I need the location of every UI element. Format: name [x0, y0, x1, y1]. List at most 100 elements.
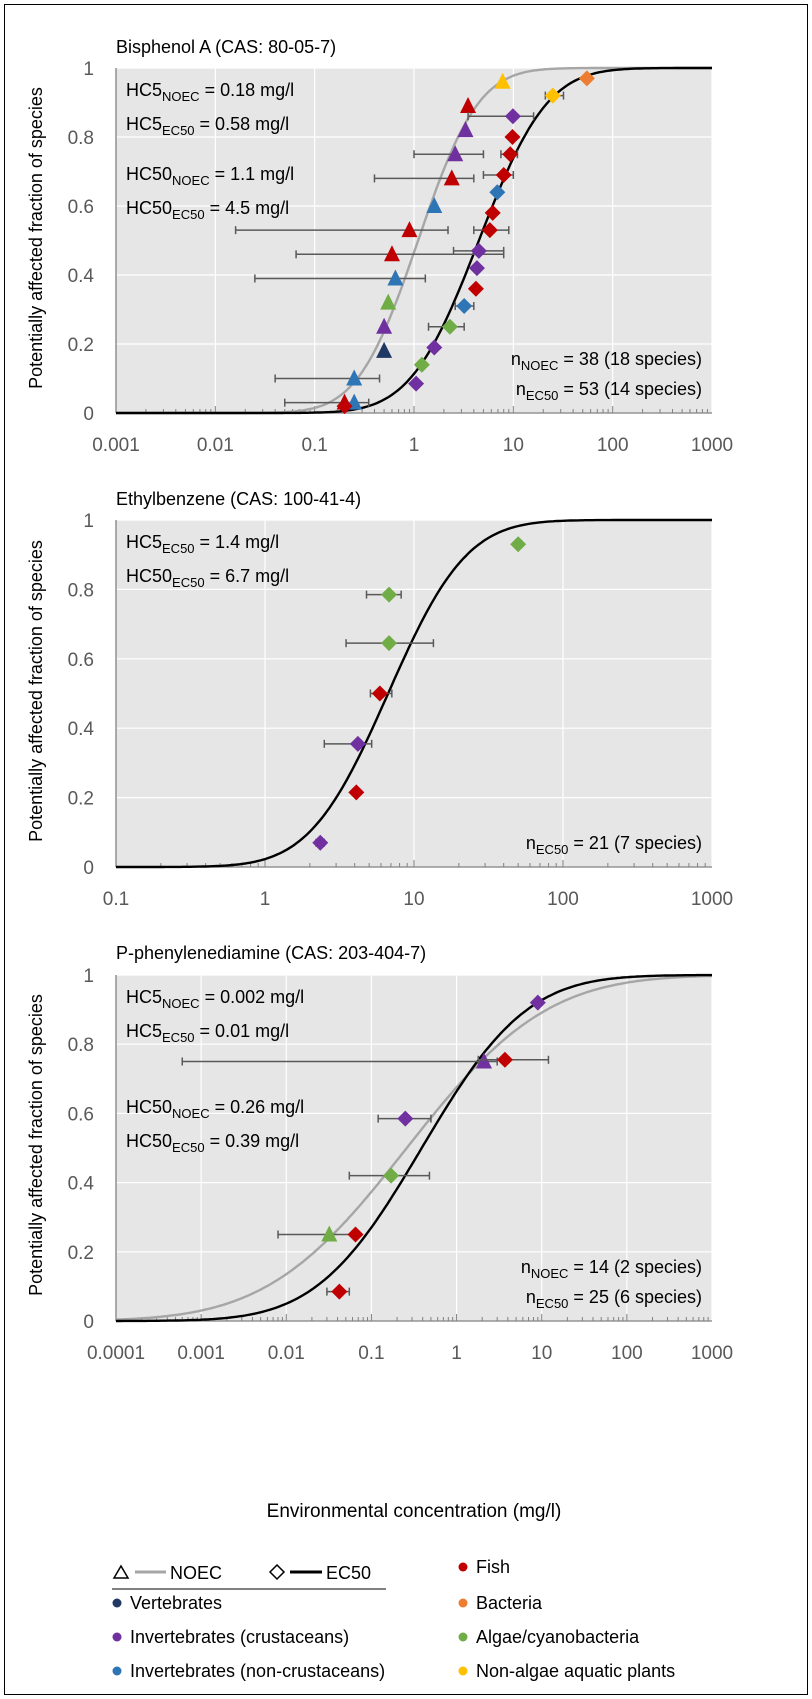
ec50-point [371, 685, 388, 702]
x-tick-label: 0.01 [197, 435, 234, 456]
y-tick-label: 0.8 [68, 128, 94, 149]
hc-annotation: HC5EC50 = 1.4 mg/l [126, 532, 279, 556]
ec50-point [383, 1167, 400, 1184]
panel-title: Bisphenol A (CAS: 80-05-7) [116, 37, 336, 57]
legend-dot [112, 1666, 122, 1676]
ssd-curve-noec [115, 974, 713, 1321]
hc-annotation: HC50NOEC = 0.26 mg/l [126, 1097, 304, 1121]
legend-dot [458, 1632, 468, 1642]
figure-frame [4, 4, 808, 1695]
ec50-point [441, 318, 458, 335]
x-tick-label: 0.0001 [87, 1343, 145, 1364]
ssd-curve-ec50 [116, 973, 712, 1323]
ec50-point [544, 87, 561, 104]
x-tick-label: 1 [409, 435, 420, 456]
legend-ec50-entry: EC50 [268, 1563, 371, 1583]
panel-2: 0.1 1 10 100 1000 0 0.2 0.4 0.6 0.8 1 Ethylbenzene … [68, 489, 734, 910]
ec50-point [336, 398, 353, 415]
x-tick-label: 1000 [691, 889, 733, 910]
y-tick-label: 0.8 [68, 580, 94, 601]
noec-point [401, 221, 418, 238]
x-tick-label: 0.001 [92, 435, 140, 456]
ec50-point [381, 586, 398, 603]
y-tick-label: 0.6 [68, 1104, 94, 1125]
hc-annotation: HC5NOEC = 0.18 mg/l [126, 80, 294, 104]
legend-dot [458, 1598, 468, 1608]
hc-annotation: HC50EC50 = 4.5 mg/l [126, 198, 289, 222]
y-tick-label: 0 [83, 858, 94, 879]
hc-annotations: HC5EC50 = 1.4 mg/l HC50EC50 = 6.7 mg/l [126, 532, 289, 590]
sample-counts: nNOEC = 14 (2 species) nEC50 = 25 (6 spec… [521, 1257, 702, 1311]
legend: NOEC EC50 Fish Vertebrates Bacteria Inverte… [112, 1557, 675, 1681]
legend-dot [112, 1632, 122, 1642]
ec50-point [529, 994, 546, 1011]
sample-counts: nNOEC = 38 (18 species) nEC50 = 53 (14 sp… [511, 349, 702, 403]
sample-count: nEC50 = 21 (7 species) [526, 833, 702, 857]
sample-count: nNOEC = 14 (2 species) [521, 1257, 702, 1281]
ec50-point [468, 260, 485, 277]
data-points [234, 70, 595, 415]
panel-1: 0.001 0.01 0.1 1 10 100 1000 0 0.2 0.4 0.6 0.8 1 Bisp… [68, 37, 734, 456]
ec50-point [504, 129, 521, 145]
legend-label: Invertebrates (crustaceans) [130, 1627, 349, 1647]
noec-point [387, 269, 404, 286]
noec-point [460, 96, 477, 113]
legend-label: Vertebrates [130, 1593, 222, 1613]
data-points [181, 994, 550, 1300]
y-axis-title-panel-1: Potentially affected fraction of species [26, 87, 46, 389]
legend-dot [112, 1598, 122, 1608]
panel-3: 0.0001 0.001 0.01 0.1 1 10 100 1000 0 0.2 0.4 0.6 0.… [68, 943, 734, 1364]
ec50-point [397, 1110, 414, 1127]
ec50-point [408, 375, 425, 392]
ec50-point [510, 536, 527, 553]
legend-item: Invertebrates (crustaceans) [112, 1627, 349, 1647]
noec-point [426, 197, 443, 213]
ec50-point [348, 784, 365, 801]
ec50-point [381, 635, 398, 652]
ec50-point [426, 339, 443, 356]
hc-annotation: HC50NOEC = 1.1 mg/l [126, 164, 294, 188]
noec-point [376, 317, 393, 334]
legend-label: Algae/cyanobacteria [476, 1627, 640, 1647]
legend-noec-triangle [112, 1564, 130, 1579]
legend-noec-label: NOEC [170, 1563, 222, 1583]
sample-count: nEC50 = 25 (6 species) [526, 1287, 702, 1311]
legend-dot [458, 1666, 468, 1676]
legend-item: Bacteria [458, 1593, 543, 1613]
legend-label: Non-algae aquatic plants [476, 1661, 675, 1681]
x-tick-label: 1 [260, 889, 271, 910]
sample-count: nNOEC = 38 (18 species) [511, 349, 702, 373]
ec50-point [312, 834, 329, 851]
legend-item: Fish [458, 1557, 510, 1577]
ec50-point [504, 108, 521, 125]
y-tick-label: 0.8 [68, 1035, 94, 1056]
x-tick-label: 0.1 [358, 1343, 384, 1364]
ec50-point [467, 280, 484, 297]
hc-annotation: HC5EC50 = 0.01 mg/l [126, 1021, 289, 1045]
legend-item: Invertebrates (non-crustaceans) [112, 1661, 385, 1681]
sample-count: nEC50 = 53 (14 species) [516, 379, 702, 403]
x-tick-label: 100 [547, 889, 579, 910]
ssd-curves [116, 66, 712, 415]
panel-title: P-phenylenediamine (CAS: 203-404-7) [116, 943, 426, 963]
ec50-point [484, 204, 501, 221]
ssd-curve-ec50 [116, 66, 712, 415]
x-tick-label: 1000 [691, 435, 733, 456]
noec-point [443, 169, 460, 186]
y-tick-label: 0.6 [68, 197, 94, 218]
legend-item: Algae/cyanobacteria [458, 1627, 640, 1647]
legend-ec50-diamond [268, 1563, 286, 1581]
ec50-point [578, 70, 595, 87]
ssd-curves [116, 518, 712, 869]
y-tick-label: 0.4 [68, 719, 95, 740]
ec50-point [413, 356, 430, 373]
hc-annotation: HC5EC50 = 0.58 mg/l [126, 114, 289, 138]
noec-point [380, 293, 397, 310]
legend-item: Vertebrates [112, 1593, 222, 1613]
x-tick-label: 10 [531, 1343, 552, 1364]
ssd-curves [115, 973, 713, 1323]
ssd-curve-ec50 [116, 518, 712, 869]
y-tick-label: 0.2 [68, 335, 94, 356]
x-tick-label: 10 [503, 435, 524, 456]
x-tick-label: 10 [403, 889, 424, 910]
